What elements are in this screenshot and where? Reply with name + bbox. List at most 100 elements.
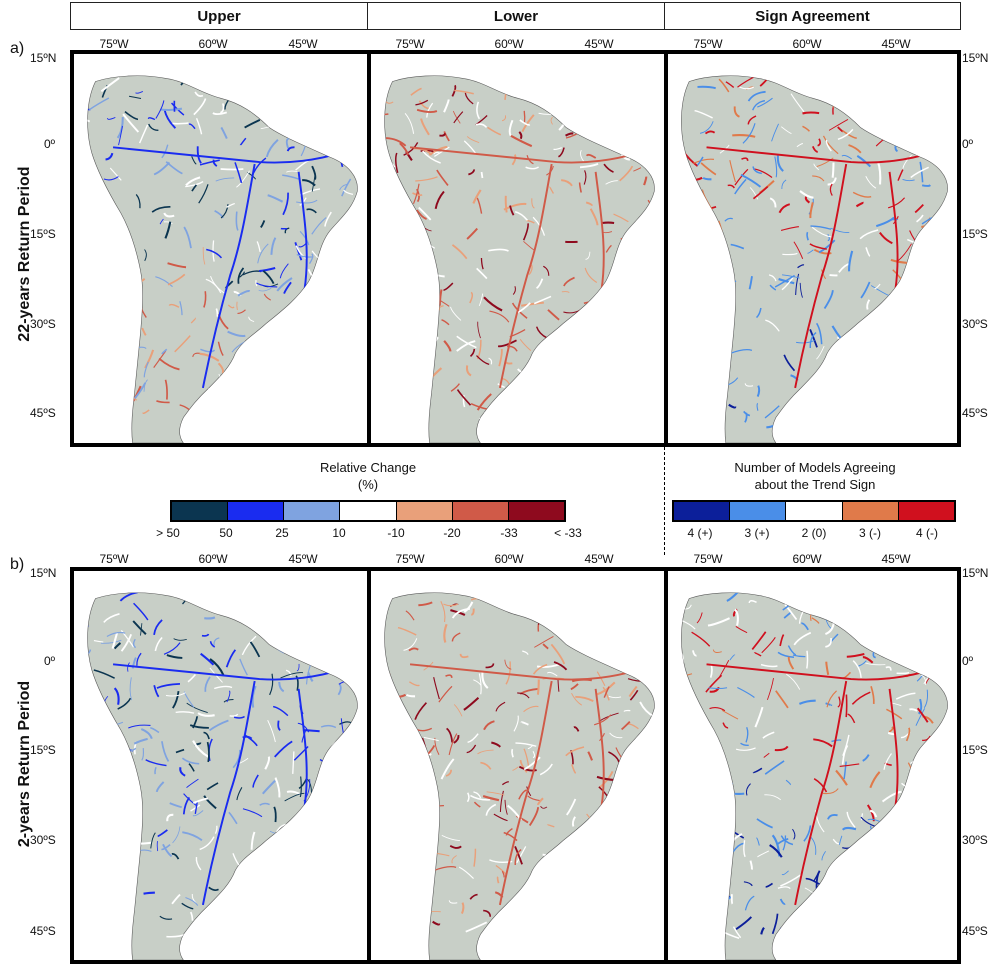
river-segment [183, 226, 192, 249]
river-segment [825, 702, 833, 707]
river-segment [570, 370, 577, 379]
river-segment [735, 916, 753, 930]
river-segment [802, 125, 811, 132]
river-segment [304, 105, 318, 113]
river-segment [285, 608, 292, 615]
legend-agreement-label: 3 (+) [744, 526, 770, 540]
legend-agreement-title-line2: about the Trend Sign [754, 477, 876, 492]
river-segment [620, 284, 636, 289]
lat-tick: 45ºS [962, 924, 988, 938]
river-segment [416, 108, 438, 113]
river-segment [531, 198, 535, 209]
river-segment [108, 732, 112, 747]
river-segment [860, 353, 869, 376]
river-segment [921, 247, 926, 261]
river-segment [874, 905, 878, 914]
river-segment [633, 891, 644, 907]
river-segment [192, 740, 210, 758]
river-segment [612, 835, 621, 846]
river-segment [827, 419, 844, 425]
legend-relative-label: 25 [275, 526, 289, 540]
river-segment [238, 900, 247, 905]
river-segment [822, 788, 839, 795]
river-segment [546, 824, 555, 828]
river-segment [694, 402, 706, 411]
river-segment [385, 75, 399, 80]
river-segment [939, 827, 946, 833]
river-segment [275, 869, 284, 876]
river-segment [335, 598, 339, 609]
river-segment [456, 389, 472, 406]
river-segment [129, 677, 133, 701]
river-segment [603, 163, 614, 173]
river-segment [483, 411, 492, 418]
river-segment [561, 291, 570, 293]
river-segment [341, 178, 352, 197]
river-segment [156, 682, 181, 689]
river-segment [705, 674, 723, 693]
river-segment [782, 835, 787, 851]
river-segment [258, 287, 272, 292]
river-segment [914, 104, 926, 112]
river-segment [787, 645, 797, 656]
river-segment [498, 348, 503, 367]
river-segment [893, 369, 903, 377]
river-segment [852, 660, 862, 678]
river-segment [104, 831, 120, 842]
river-segment [764, 405, 780, 419]
river-segment [173, 638, 187, 641]
river-segment [813, 777, 828, 793]
river-segment [867, 623, 878, 644]
river-segment [164, 221, 172, 239]
river-segment [453, 111, 464, 124]
river-segment [883, 361, 895, 369]
river-segment [631, 268, 637, 290]
river-segment [510, 134, 533, 148]
river-segment [288, 647, 306, 656]
river-segment [348, 97, 358, 106]
river-segment [395, 152, 399, 174]
river-segment [608, 751, 620, 763]
river-segment [421, 386, 431, 390]
lat-tick: 0º [44, 137, 56, 151]
river-segment [87, 720, 90, 734]
river-segment [589, 878, 601, 886]
river-segment [456, 340, 476, 352]
river-segment [242, 808, 263, 818]
river-segment [776, 155, 784, 172]
river-segment [504, 799, 508, 815]
river-segment [299, 776, 302, 798]
river-segment [385, 710, 391, 718]
river-segment [320, 112, 330, 118]
river-segment [160, 107, 183, 111]
river-segment [311, 217, 327, 235]
river-segment [127, 365, 136, 373]
river-segment [722, 722, 729, 729]
river-segment [796, 143, 803, 148]
river-segment [113, 362, 128, 371]
river-segment [91, 347, 107, 356]
river-segment [260, 220, 266, 229]
river-segment [584, 267, 598, 283]
lon-tick: 60ºW [792, 552, 822, 566]
river-segment [621, 277, 631, 294]
main-river [888, 171, 899, 290]
river-segment [171, 852, 180, 860]
river-segment [595, 681, 616, 696]
river-segment [128, 95, 142, 99]
river-segment [696, 156, 704, 166]
legend-relative-label: > 50 [156, 526, 180, 540]
river-segment [918, 307, 923, 320]
river-segment [279, 263, 289, 279]
river-segment [304, 824, 318, 831]
river-segment [217, 913, 225, 932]
lat-tick: 30ºS [30, 833, 56, 847]
river-segment [453, 734, 460, 744]
river-segment [825, 622, 835, 636]
river-segment [886, 603, 891, 612]
river-segment [917, 698, 923, 715]
river-segment [243, 915, 253, 931]
river-segment [239, 271, 246, 278]
river-segment [297, 632, 302, 656]
river-segment [711, 350, 719, 362]
